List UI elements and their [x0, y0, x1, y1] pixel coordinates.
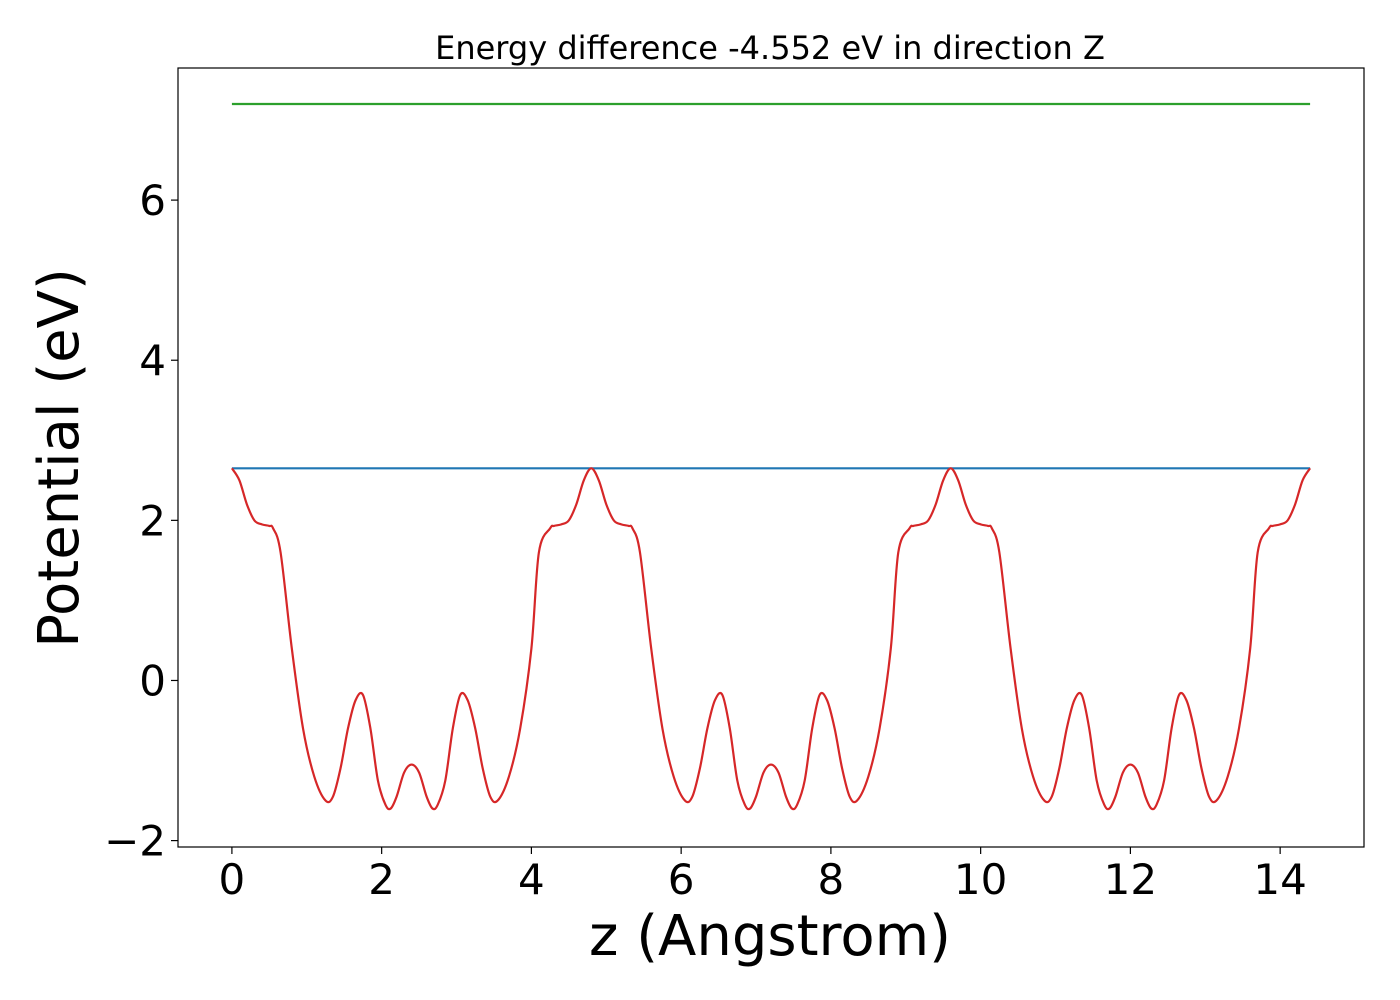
plot-area: [230, 102, 1312, 811]
x-axis-title: z (Angstrom): [589, 904, 951, 969]
y-tick-label: 0: [139, 656, 166, 705]
x-tick-label: 12: [1104, 855, 1157, 904]
x-tick-label: 6: [668, 855, 695, 904]
x-tick-label: 0: [219, 855, 246, 904]
y-axis-title: Potential (eV): [27, 268, 92, 648]
x-tick-label: 8: [818, 855, 845, 904]
y-tick-label: 2: [139, 496, 166, 545]
y-axis: −2 0 2 4 6: [104, 176, 178, 866]
x-tick-label: 4: [518, 855, 545, 904]
chart-title: Energy difference -4.552 eV in direction…: [435, 29, 1105, 67]
y-tick-label: 6: [139, 176, 166, 225]
x-tick-label: 10: [954, 855, 1007, 904]
x-axis: 0 2 4 6 8 10 12 14: [219, 847, 1307, 904]
y-tick-label: −2: [104, 817, 166, 866]
x-tick-label: 14: [1253, 855, 1306, 904]
series-line-3: [230, 467, 1312, 811]
y-tick-label: 4: [139, 336, 166, 385]
plot-frame: [177, 67, 1365, 848]
x-tick-label: 2: [368, 855, 395, 904]
